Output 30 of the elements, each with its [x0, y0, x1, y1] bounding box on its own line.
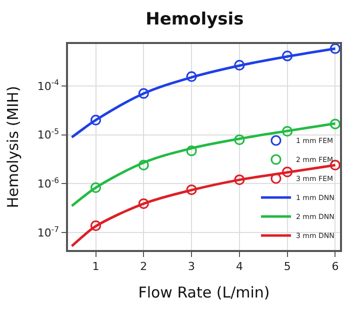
x-tick-label: 4 — [236, 260, 243, 273]
point — [234, 174, 245, 186]
point — [282, 166, 293, 178]
x-tick-label: 2 — [140, 260, 148, 273]
x-tick-label: 1 — [92, 260, 100, 273]
point — [90, 114, 102, 126]
point — [138, 160, 149, 170]
y-tick-label: 10$^{-5}$ — [37, 127, 60, 142]
point — [330, 44, 340, 54]
point — [282, 126, 293, 137]
point — [138, 198, 149, 209]
point — [90, 182, 102, 193]
point — [186, 184, 197, 196]
point — [234, 134, 245, 146]
chart-title: Hemolysis — [146, 9, 244, 30]
point — [234, 60, 245, 71]
y-axis-title: Hemolysis (MIH) — [4, 86, 22, 208]
point — [282, 50, 293, 62]
x-axis-title: Flow Rate (L/min) — [138, 283, 270, 302]
x-tick-label: 6 — [332, 260, 339, 273]
point — [330, 118, 340, 130]
y-tick-label: 10$^{-7}$ — [37, 224, 60, 240]
y-tick-label: 10$^{-6}$ — [37, 176, 60, 191]
x-tick-label: 5 — [284, 260, 291, 273]
point — [186, 71, 197, 82]
y-tick-label: 10$^{-4}$ — [37, 78, 60, 93]
x-tick-label: 3 — [188, 260, 196, 273]
point — [186, 146, 197, 156]
point — [90, 220, 102, 232]
point — [138, 88, 149, 99]
